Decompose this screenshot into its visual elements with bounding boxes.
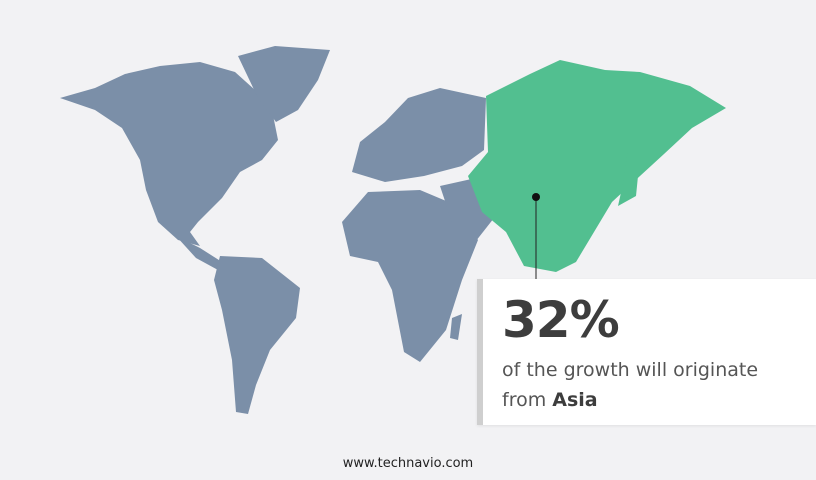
- south-america: [214, 256, 300, 414]
- greenland: [238, 46, 330, 122]
- callout-text: of the growth will originate: [502, 359, 759, 381]
- callout-card: 32% of the growth will originate from As…: [477, 279, 816, 425]
- madagascar: [450, 314, 462, 340]
- from-label: from: [502, 389, 547, 411]
- callout-dot: [532, 193, 540, 201]
- asia-region: [468, 60, 726, 272]
- region-name: Asia: [552, 389, 598, 411]
- central-america: [176, 236, 222, 270]
- growth-percent: 32%: [502, 291, 620, 349]
- africa: [342, 190, 478, 362]
- callout-description: of the growth will originate from Asia: [502, 355, 758, 415]
- europe: [352, 88, 486, 182]
- north-america: [60, 62, 278, 246]
- japan: [618, 150, 640, 206]
- footer-url: www.technavio.com: [342, 456, 474, 471]
